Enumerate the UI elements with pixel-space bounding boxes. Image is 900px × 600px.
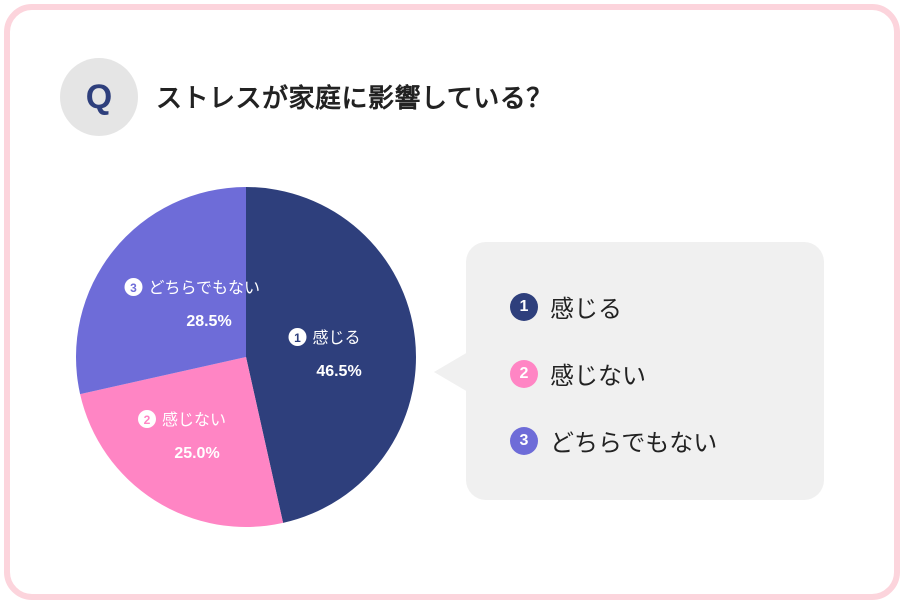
pie-slice-3	[75, 187, 246, 395]
pie-slice-1	[246, 187, 416, 523]
legend-number-1: 1	[510, 292, 538, 321]
slice-label-text-3: どちらでもない	[149, 278, 261, 297]
slice-number-badge-3	[124, 278, 143, 296]
slice-label-1: 1 感じる 46.5%	[288, 328, 362, 380]
legend-label-3: どちらでもない	[550, 429, 718, 457]
slice-number-1: 1	[294, 331, 301, 345]
slice-label-2: 2 感じない 25.0%	[138, 410, 226, 462]
question-badge: Q	[60, 58, 138, 136]
legend-number-2: 2	[510, 359, 538, 388]
legend-label-1: 感じる	[550, 295, 622, 323]
legend-number-3: 3	[510, 426, 538, 455]
pie-slice-2	[80, 357, 284, 527]
slice-label-3: 3 どちらでもない 28.5%	[124, 278, 261, 330]
legend-item-2: 2 感じない	[510, 356, 646, 391]
slice-number-badge-2	[138, 410, 156, 428]
slice-value-3: 28.5%	[186, 313, 231, 330]
slice-number-3: 3	[130, 281, 137, 295]
slice-label-text-2: 感じない	[162, 410, 226, 429]
question-title: ストレスが家庭に影響している？	[156, 84, 553, 114]
legend-label-2: 感じない	[550, 362, 646, 390]
legend-item-1: 1 感じる	[510, 289, 622, 324]
slice-number-badge-1	[288, 328, 307, 346]
slice-number-2: 2	[144, 413, 151, 427]
legend-pointer	[434, 352, 468, 392]
slice-value-2: 25.0%	[174, 445, 219, 462]
slice-value-1: 46.5%	[316, 363, 361, 380]
slice-label-text-1: 感じる	[313, 328, 361, 347]
legend-item-3: 3 どちらでもない	[510, 423, 717, 458]
